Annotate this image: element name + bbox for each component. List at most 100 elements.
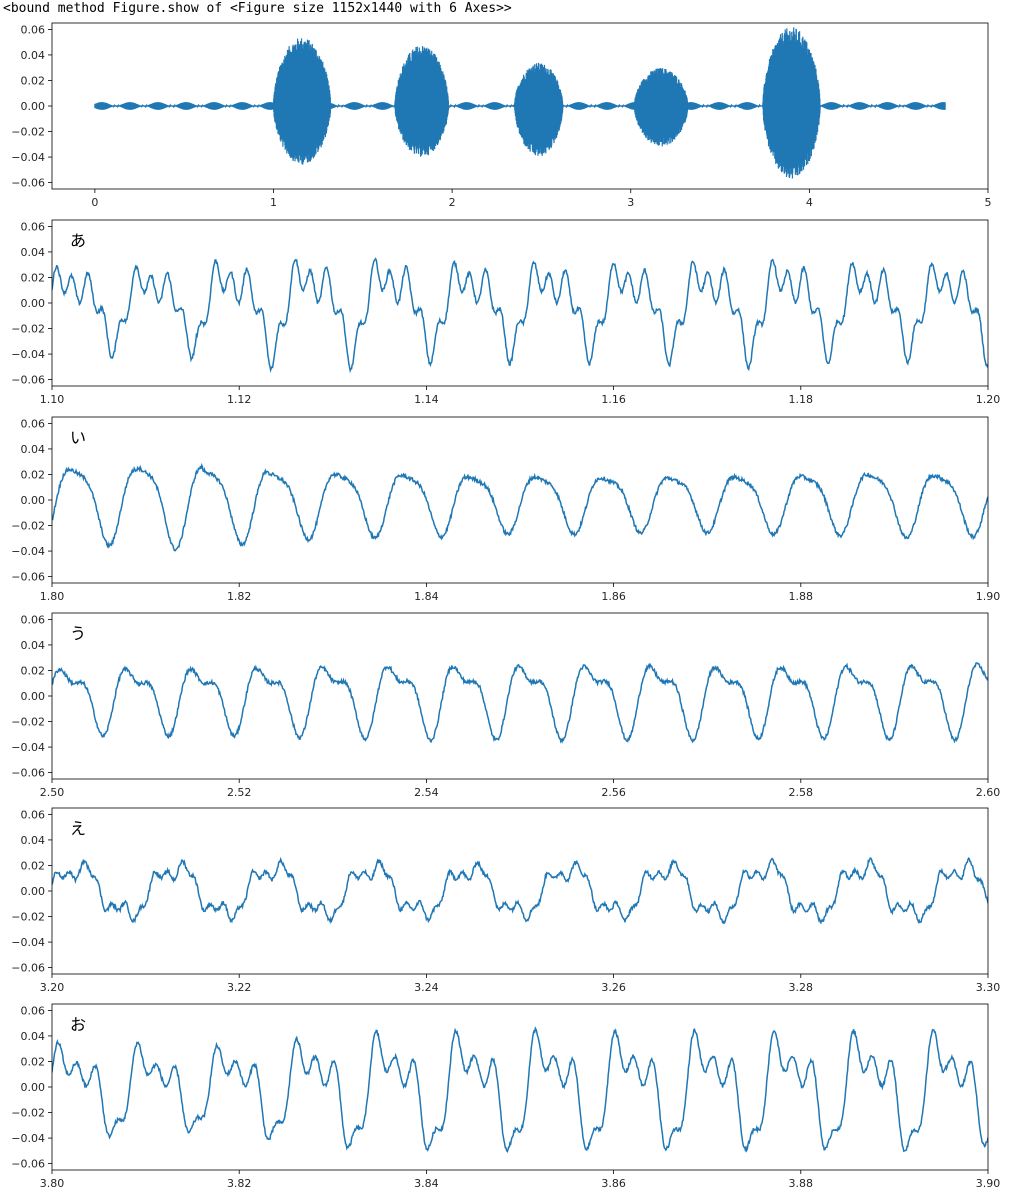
y-tick-label: 0.02 [21,468,46,481]
y-tick-label: −0.02 [11,716,45,729]
y-tick-label: 0.00 [21,885,46,898]
series-line-vowel-u [52,662,988,744]
vowel-label: あ [70,231,86,250]
y-tick-label: 0.00 [21,100,46,113]
x-tick-label: 1.16 [601,393,626,406]
x-tick-label: 1.90 [976,590,1001,603]
x-tick-label: 3.26 [601,981,626,994]
axes-vowel-i: 0.06 0.04 0.02 0.00 −0.02 −0.04 −0.06 1.80 1.82 1… [11,416,1001,603]
x-tick-label: 2.56 [601,786,626,799]
x-tick-label: 3.90 [976,1177,1001,1190]
axes-frame [51,807,989,975]
x-tick-label: 2.54 [414,786,439,799]
x-tick-label: 3.24 [414,981,439,994]
axes-frame [51,219,989,387]
y-tick-label: 0.04 [21,443,46,456]
y-tick-label: 0.02 [21,1055,46,1068]
x-tick-label: 1.80 [40,590,65,603]
x-tick-label: 1.20 [976,393,1001,406]
x-tick-label: 1.86 [601,590,626,603]
y-tick-label: 0.00 [21,1081,46,1094]
x-tick-label: 2.52 [227,786,252,799]
y-tick-label: −0.04 [11,151,45,164]
y-tick-label: 0.02 [21,664,46,677]
x-tick-label: 1 [270,196,277,209]
y-tick-label: −0.02 [11,911,45,924]
x-tick-label: 2 [449,196,456,209]
y-tick-label: 0.06 [21,1004,46,1017]
y-tick-label: 0.00 [21,297,46,310]
series-line-vowel-i [52,462,988,552]
y-tick-label: 0.04 [21,639,46,652]
x-tick-label: 3.20 [40,981,65,994]
x-tick-label: 1.18 [789,393,814,406]
axes-vowel-e: 0.06 0.04 0.02 0.00 −0.02 −0.04 −0.06 3.20 3.22 3… [11,807,1001,994]
x-tick-label: 5 [985,196,992,209]
y-tick-label: 0.00 [21,690,46,703]
vowel-label: え [70,819,86,838]
y-tick-label: 0.06 [21,613,46,626]
y-tick-label: 0.02 [21,859,46,872]
series-line-full [94,27,946,179]
y-tick-label: 0.04 [21,246,46,259]
vowel-label: お [70,1015,86,1034]
x-tick-label: 3.30 [976,981,1001,994]
y-tick-label: 0.02 [21,271,46,284]
y-tick-label: 0.04 [21,49,46,62]
x-tick-label: 1.88 [789,590,814,603]
x-tick-label: 3.28 [789,981,814,994]
y-tick-label: 0.04 [21,1030,46,1043]
x-tick-label: 1.12 [227,393,252,406]
x-tick-label: 1.84 [414,590,439,603]
y-tick-label: 0.02 [21,74,46,87]
x-tick-label: 3.80 [40,1177,65,1190]
y-tick-label: −0.04 [11,936,45,949]
axes-full-waveform: 0.06 0.04 0.02 0.00 −0.02 −0.04 −0.06 0 1 2 3 4 5 [11,22,992,209]
axes-frame [51,416,989,584]
axes-vowel-o: 0.06 0.04 0.02 0.00 −0.02 −0.04 −0.06 3.80 3.82 3… [11,1003,1001,1190]
y-tick-label: −0.06 [11,1158,45,1171]
y-tick-label: −0.04 [11,741,45,754]
y-tick-label: 0.06 [21,23,46,36]
y-tick-label: −0.06 [11,571,45,584]
x-tick-label: 1.82 [227,590,252,603]
y-tick-label: −0.06 [11,177,45,190]
y-tick-label: 0.06 [21,220,46,233]
y-tick-label: −0.02 [11,1107,45,1120]
series-line-vowel-a [52,257,988,374]
y-tick-label: −0.04 [11,348,45,361]
y-tick-label: −0.04 [11,545,45,558]
y-tick-label: −0.06 [11,767,45,780]
y-tick-label: −0.02 [11,520,45,533]
x-tick-label: 3.84 [414,1177,439,1190]
x-tick-label: 2.58 [789,786,814,799]
x-tick-label: 0 [91,196,98,209]
y-tick-label: 0.04 [21,834,46,847]
x-tick-label: 3.22 [227,981,252,994]
axes-frame [51,1003,989,1171]
y-tick-label: 0.06 [21,808,46,821]
x-tick-label: 2.60 [976,786,1001,799]
y-tick-label: −0.06 [11,962,45,975]
y-tick-label: −0.04 [11,1132,45,1145]
vowel-label: う [70,624,86,643]
axes-vowel-a: 0.06 0.04 0.02 0.00 −0.02 −0.04 −0.06 1.10 1.12 1… [11,219,1001,406]
series-line-vowel-e [52,856,988,925]
x-tick-label: 3.82 [227,1177,252,1190]
x-tick-label: 1.10 [40,393,65,406]
y-tick-label: 0.06 [21,417,46,430]
x-tick-label: 3.86 [601,1177,626,1190]
axes-frame [51,612,989,780]
x-tick-label: 3.88 [789,1177,814,1190]
y-tick-label: 0.00 [21,494,46,507]
vowel-label: い [70,428,86,447]
y-tick-label: −0.02 [11,126,45,139]
axes-vowel-u: 0.06 0.04 0.02 0.00 −0.02 −0.04 −0.06 2.50 2.52 2… [11,612,1001,799]
y-tick-label: −0.06 [11,374,45,387]
x-tick-label: 3 [627,196,634,209]
y-tick-label: −0.02 [11,323,45,336]
x-tick-label: 1.14 [414,393,439,406]
figure-repr-text: <bound method Figure.show of <Figure siz… [3,1,512,16]
x-tick-label: 4 [806,196,813,209]
